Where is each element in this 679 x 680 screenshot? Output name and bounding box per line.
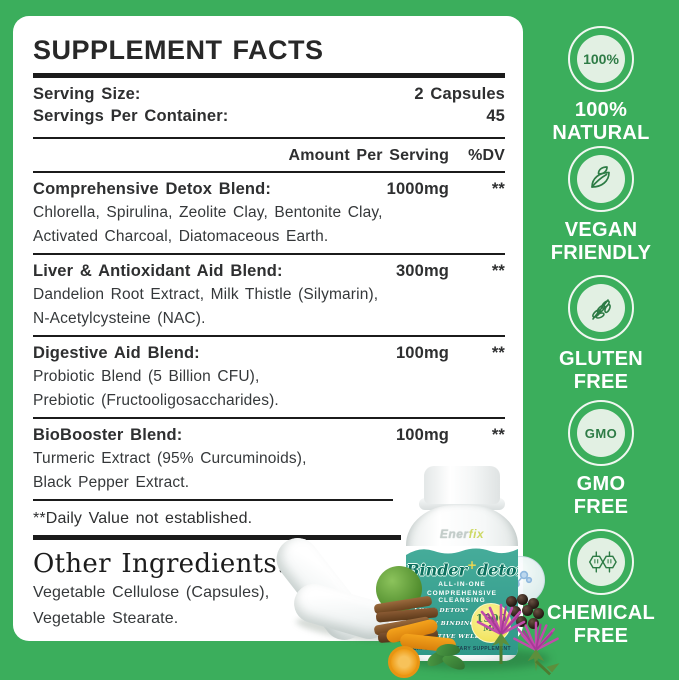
- badge-ring: 100%: [568, 26, 634, 92]
- 100-percent-icon: 100%: [577, 35, 625, 83]
- badge-label-line: GMO: [576, 473, 626, 495]
- blend-ingredients-line: Black Pepper Extract.: [33, 474, 190, 491]
- milk-thistle-flower: [476, 603, 526, 664]
- badge-chemical-free: CHEMICAL FREE: [523, 529, 679, 648]
- other-ingredients-line: Vegetable Cellulose (Capsules),: [33, 584, 270, 601]
- blend-section-biobooster: BioBooster Blend: 100mg ** Turmeric Extr…: [33, 419, 505, 499]
- badge-gmo-free: GMO GMO FREE: [523, 400, 679, 519]
- badge-ring: [568, 146, 634, 212]
- servings-per-container-value: 45: [486, 107, 505, 125]
- badge-ring: [568, 529, 634, 595]
- peppercorns: [504, 594, 550, 634]
- badge-100-natural: 100% 100% NATURAL: [523, 26, 679, 145]
- serving-size-row: Serving Size: 2 Capsules: [33, 78, 505, 105]
- blend-ingredients-line: Turmeric Extract (95% Curcuminoids),: [33, 450, 307, 467]
- blend-ingredients-line: N-Acetylcysteine (NAC).: [33, 310, 206, 327]
- blend-dv: **: [491, 262, 505, 280]
- blend-name: Comprehensive Detox Blend:: [33, 180, 272, 198]
- badge-label-line: GLUTEN: [558, 348, 644, 370]
- column-header-row: Amount Per Serving %DV: [33, 139, 505, 171]
- divider-thin-short: [33, 499, 393, 501]
- turmeric-pieces: [382, 617, 466, 678]
- blend-ingredients-line: Probiotic Blend (5 Billion CFU),: [33, 368, 260, 385]
- badge-label-line: CHEMICAL: [547, 602, 655, 624]
- amount-per-serving-header: Amount Per Serving: [288, 147, 449, 164]
- divider-thin: [33, 335, 505, 337]
- divider-thick: [33, 73, 505, 78]
- badge-label-line: FRIENDLY: [550, 242, 652, 264]
- blend-section-digestive-aid: Digestive Aid Blend: 100mg ** Probiotic …: [33, 337, 505, 417]
- blend-name: Liver & Antioxidant Aid Blend:: [33, 262, 283, 280]
- blend-section-liver-antioxidant: Liver & Antioxidant Aid Blend: 300mg ** …: [33, 255, 505, 335]
- molecule-icon: [577, 538, 625, 586]
- bottle-cap: [424, 466, 500, 504]
- badge-gluten-free: GLUTEN FREE: [523, 275, 679, 394]
- divider-thin: [33, 137, 505, 139]
- blend-ingredients-line: Prebiotic (Fructooligosaccharides).: [33, 392, 279, 409]
- servings-per-container-row: Servings Per Container: 45: [33, 105, 505, 131]
- product-subtitle: COMPREHENSIVE CLEANSING: [426, 590, 498, 604]
- badge-label-line: FREE: [573, 371, 629, 393]
- daily-value-footnote: **Daily Value not established.: [33, 510, 253, 527]
- supplement-facts-card: SUPPLEMENT FACTS Serving Size: 2 Capsule…: [13, 16, 523, 641]
- product-bullet: DIGESTIVE WELLNESS*: [414, 634, 503, 640]
- leaf-icon: [577, 155, 625, 203]
- badge-ring: [568, 275, 634, 341]
- divider-thick-short: [33, 535, 401, 540]
- wheat-icon: [577, 284, 625, 332]
- divider-thin: [33, 171, 505, 173]
- blend-amount: 100mg: [395, 344, 449, 362]
- badge-label-line: NATURAL: [552, 122, 650, 144]
- blend-ingredients-line: Chlorella, Spirulina, Zeolite Clay, Bent…: [33, 204, 383, 221]
- serving-size-value: 2 Capsules: [414, 85, 505, 103]
- badge-label-line: FREE: [573, 625, 629, 647]
- dietary-supplement-text: DIETARY SUPPLEMENT: [446, 646, 511, 652]
- blend-amount: 100mg: [395, 426, 449, 444]
- blend-ingredients-line: Dandelion Root Extract, Milk Thistle (Si…: [33, 286, 379, 303]
- page-title: SUPPLEMENT FACTS: [33, 35, 324, 65]
- blend-dv: **: [491, 426, 505, 444]
- brand-logo: Enerfix: [439, 527, 485, 541]
- badge-ring: GMO: [568, 400, 634, 466]
- blend-amount: 300mg: [395, 262, 449, 280]
- product-name: Binder+detox: [406, 558, 518, 580]
- product-bullet: TOXIN BINDING*: [414, 621, 479, 627]
- serving-size-label: Serving Size:: [33, 85, 141, 103]
- badge-label-line: VEGAN: [564, 219, 638, 241]
- other-ingredients-line: Vegetable Stearate.: [33, 610, 179, 627]
- badge-vegan-friendly: VEGAN FRIENDLY: [523, 146, 679, 265]
- blend-name: BioBooster Blend:: [33, 426, 183, 444]
- product-bullets: LIVER DETOX* TOXIN BINDING* DIGESTIVE WE…: [414, 605, 503, 644]
- dv-header: %DV: [468, 147, 505, 164]
- divider-thin: [33, 253, 505, 255]
- blend-dv: **: [491, 344, 505, 362]
- gmo-icon: GMO: [577, 409, 625, 457]
- blend-section-comprehensive-detox: Comprehensive Detox Blend: 1000mg ** Chl…: [33, 173, 505, 253]
- badge-label-line: FREE: [573, 496, 629, 518]
- product-bullet: LIVER DETOX*: [414, 608, 469, 614]
- blend-amount: 1000mg: [386, 180, 449, 198]
- label-wave: [406, 546, 518, 555]
- divider-thin: [33, 417, 505, 419]
- milk-thistle-flower: [513, 621, 560, 676]
- mint-leaves: [424, 643, 476, 676]
- other-ingredients-heading: Other Ingredients:: [33, 549, 287, 579]
- servings-per-container-label: Servings Per Container:: [33, 107, 229, 125]
- blend-name: Digestive Aid Blend:: [33, 344, 200, 362]
- blend-ingredients-line: Activated Charcoal, Diatomaceous Earth.: [33, 228, 329, 245]
- product-subtitle: ALL-IN-ONE: [438, 581, 486, 588]
- blend-dv: **: [491, 180, 505, 198]
- badge-label-line: 100%: [574, 99, 628, 121]
